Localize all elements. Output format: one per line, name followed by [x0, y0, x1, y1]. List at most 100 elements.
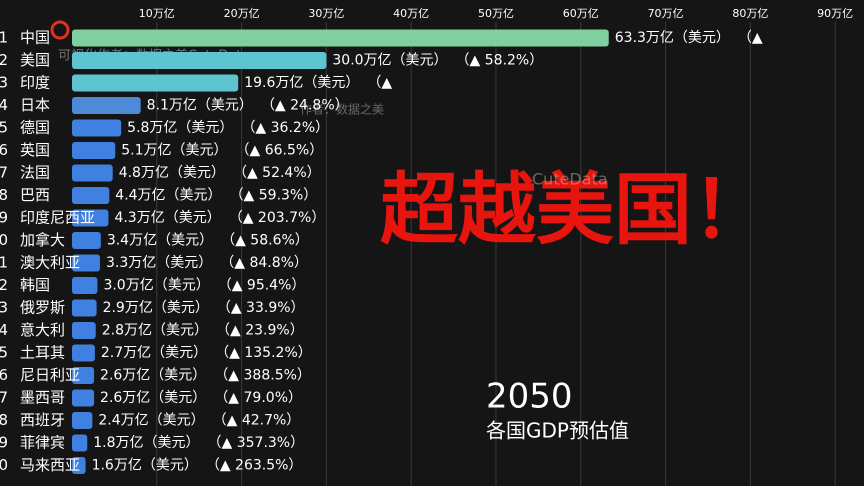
bar	[72, 209, 109, 227]
rank-label: 1	[0, 29, 8, 47]
category-label: 英国	[20, 141, 50, 159]
bar	[72, 29, 609, 47]
bar	[72, 434, 88, 452]
value-label: 4.3万亿（美元）	[114, 210, 220, 226]
value-label: 3.0万亿（美元）	[103, 278, 209, 294]
bar	[72, 344, 95, 362]
watermark: CuteData	[532, 170, 608, 189]
value-label: 2.9万亿（美元）	[103, 300, 209, 316]
rank-label: 14	[0, 321, 8, 339]
annotation: 超越美国！	[380, 165, 770, 255]
change-label: （▲ 66.5%）	[236, 143, 324, 159]
bar	[72, 277, 98, 294]
x-tick-label: 90万亿	[817, 7, 853, 20]
chart-subtitle: 各国GDP预估值	[486, 419, 629, 443]
value-label: 3.4万亿（美元）	[107, 233, 213, 249]
bar	[72, 142, 116, 159]
x-tick-label: 50万亿	[478, 7, 514, 20]
value-label: 2.4万亿（美元）	[98, 413, 204, 429]
category-label: 俄罗斯	[20, 299, 65, 317]
change-label: （▲ 42.7%）	[213, 413, 301, 429]
rank-label: 16	[0, 366, 8, 384]
x-tick-label: 60万亿	[563, 7, 599, 20]
change-label: （▲ 36.2%）	[241, 120, 329, 136]
rank-label: 20	[0, 456, 8, 474]
rank-label: 18	[0, 411, 8, 429]
bar	[72, 97, 141, 114]
change-label: （▲ 203.7%）	[229, 210, 326, 226]
bar	[72, 299, 97, 317]
x-tick-label: 30万亿	[308, 7, 344, 20]
rank-label: 4	[0, 96, 8, 114]
value-label: 2.7万亿（美元）	[101, 345, 207, 361]
rank-label: 3	[0, 74, 8, 92]
rank-label: 11	[0, 254, 8, 272]
rank-label: 5	[0, 119, 8, 137]
logo-icon	[50, 20, 70, 40]
chart-title: 2050	[486, 377, 573, 417]
bar	[72, 187, 110, 204]
value-label: 2.6万亿（美元）	[100, 390, 206, 406]
bar	[72, 367, 95, 384]
category-label: 巴西	[20, 186, 50, 204]
change-label: （▲	[738, 30, 763, 46]
value-label: 2.8万亿（美元）	[102, 323, 208, 339]
category-label: 韩国	[20, 276, 50, 294]
x-tick-label: 80万亿	[732, 7, 768, 20]
rank-label: 2	[0, 51, 8, 69]
category-label: 法国	[20, 164, 50, 182]
value-label: 30.0万亿（美元）	[332, 53, 447, 69]
change-label: （▲ 79.0%）	[214, 390, 302, 406]
bar	[72, 119, 122, 137]
category-label: 西班牙	[20, 411, 65, 429]
rank-label: 7	[0, 164, 8, 182]
value-label: 2.6万亿（美元）	[100, 368, 206, 384]
rank-label: 10	[0, 231, 8, 249]
change-label: （▲ 263.5%）	[206, 458, 303, 474]
value-label: 1.8万亿（美元）	[93, 435, 199, 451]
change-label: （▲ 388.5%）	[214, 368, 311, 384]
value-label: 4.4万亿（美元）	[115, 188, 221, 204]
category-label: 印度	[20, 74, 50, 92]
category-label: 德国	[20, 119, 50, 137]
category-label: 马来西亚	[20, 456, 80, 474]
value-label: 4.8万亿（美元）	[119, 165, 225, 181]
x-tick-label: 10万亿	[139, 7, 175, 20]
category-label: 尼日利亚	[20, 366, 80, 384]
rank-label: 17	[0, 389, 8, 407]
rank-label: 13	[0, 299, 8, 317]
category-label: 加拿大	[20, 231, 65, 249]
value-label: 3.3万亿（美元）	[106, 255, 212, 271]
category-label: 美国	[20, 51, 50, 69]
change-label: （▲ 84.8%）	[220, 255, 308, 271]
bar	[72, 322, 96, 339]
change-label: （▲ 52.4%）	[233, 165, 321, 181]
category-label: 印度尼西亚	[20, 209, 95, 227]
category-label: 土耳其	[20, 344, 65, 362]
bar	[72, 52, 327, 69]
bar	[72, 412, 93, 429]
value-label: 5.1万亿（美元）	[121, 143, 227, 159]
rank-label: 8	[0, 186, 8, 204]
bar	[72, 232, 101, 249]
change-label: （▲ 24.8%）	[261, 98, 349, 114]
rank-label: 12	[0, 276, 8, 294]
category-label: 澳大利亚	[20, 254, 80, 272]
bar	[72, 254, 100, 272]
watermark: 作者：数据之美	[300, 102, 384, 117]
category-label: 菲律宾	[20, 434, 65, 452]
change-label: （▲ 23.9%）	[216, 323, 304, 339]
rank-label: 19	[0, 434, 8, 452]
change-label: （▲ 95.4%）	[218, 278, 306, 294]
change-label: （▲	[367, 75, 392, 91]
value-label: 63.3万亿（美元）	[615, 30, 730, 46]
change-label: （▲ 33.9%）	[217, 300, 305, 316]
bar	[72, 389, 95, 407]
rank-label: 15	[0, 344, 8, 362]
change-label: （▲ 58.2%）	[456, 53, 544, 69]
bar	[72, 457, 86, 474]
change-label: （▲ 59.3%）	[230, 188, 318, 204]
category-label: 墨西哥	[20, 389, 65, 407]
